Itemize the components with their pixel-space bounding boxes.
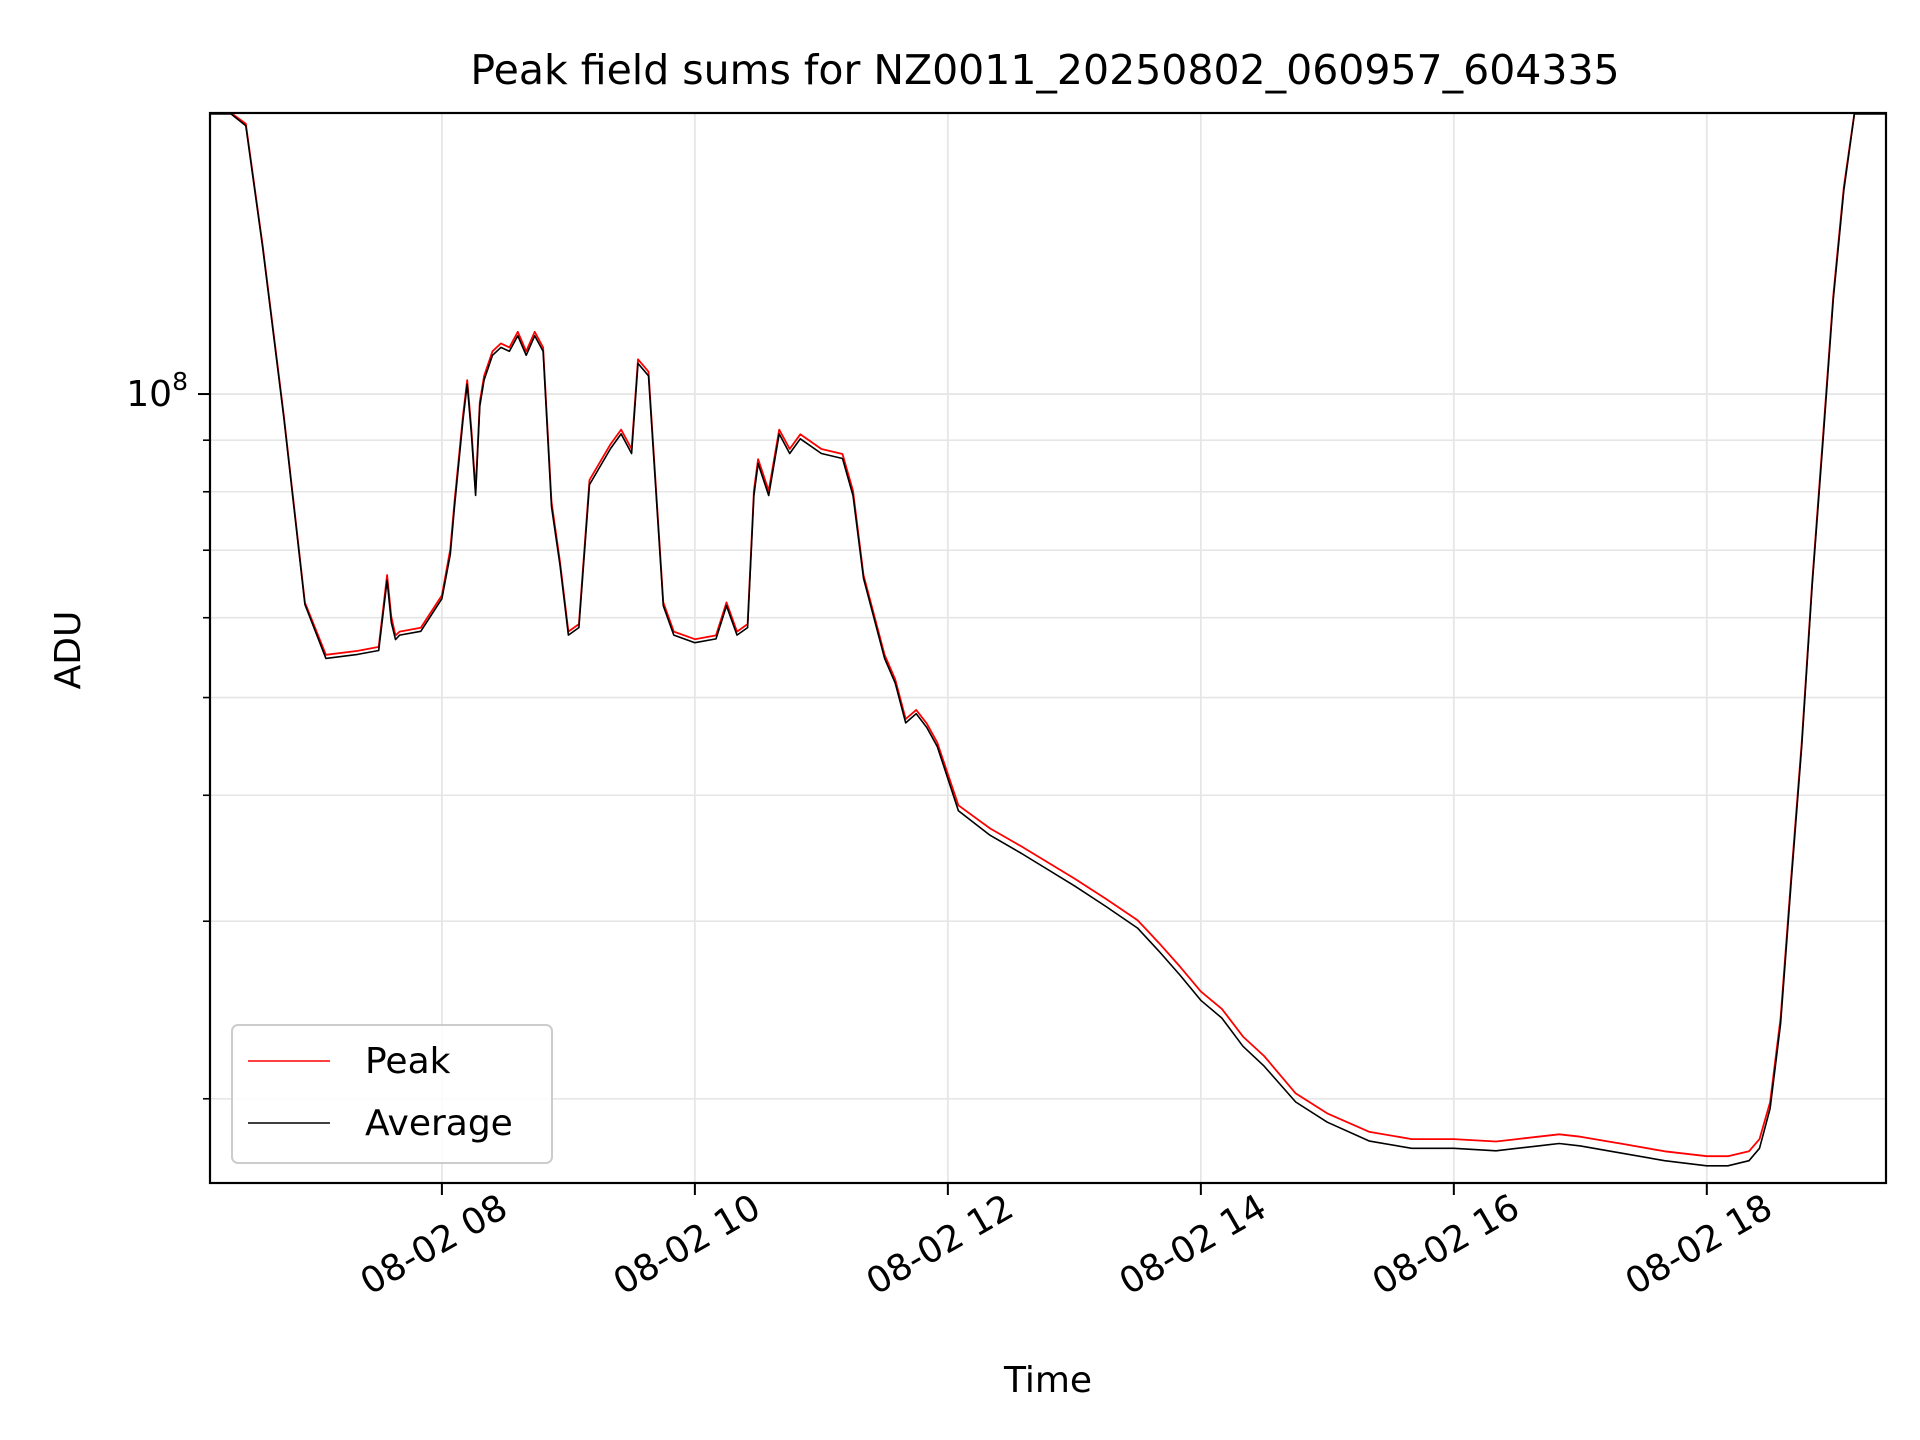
x-axis-label: Time [1003,1360,1092,1401]
series-line-average [210,113,1886,1167]
y-tick-label-exponent: 8 [172,367,188,396]
series-layer [210,112,1886,1167]
legend-average-label: Average [365,1103,513,1144]
y-tick-label: 108 [126,367,188,415]
grid-layer [210,113,1886,1183]
legend-box [231,1024,553,1164]
legend-peak-label: Peak [365,1041,451,1082]
legend: Peak Average [231,1024,553,1164]
y-axis-label: ADU [48,611,89,690]
chart-title: Peak field sums for NZ0011_20250802_0609… [470,46,1619,94]
plot-area-frame [208,111,1888,1185]
